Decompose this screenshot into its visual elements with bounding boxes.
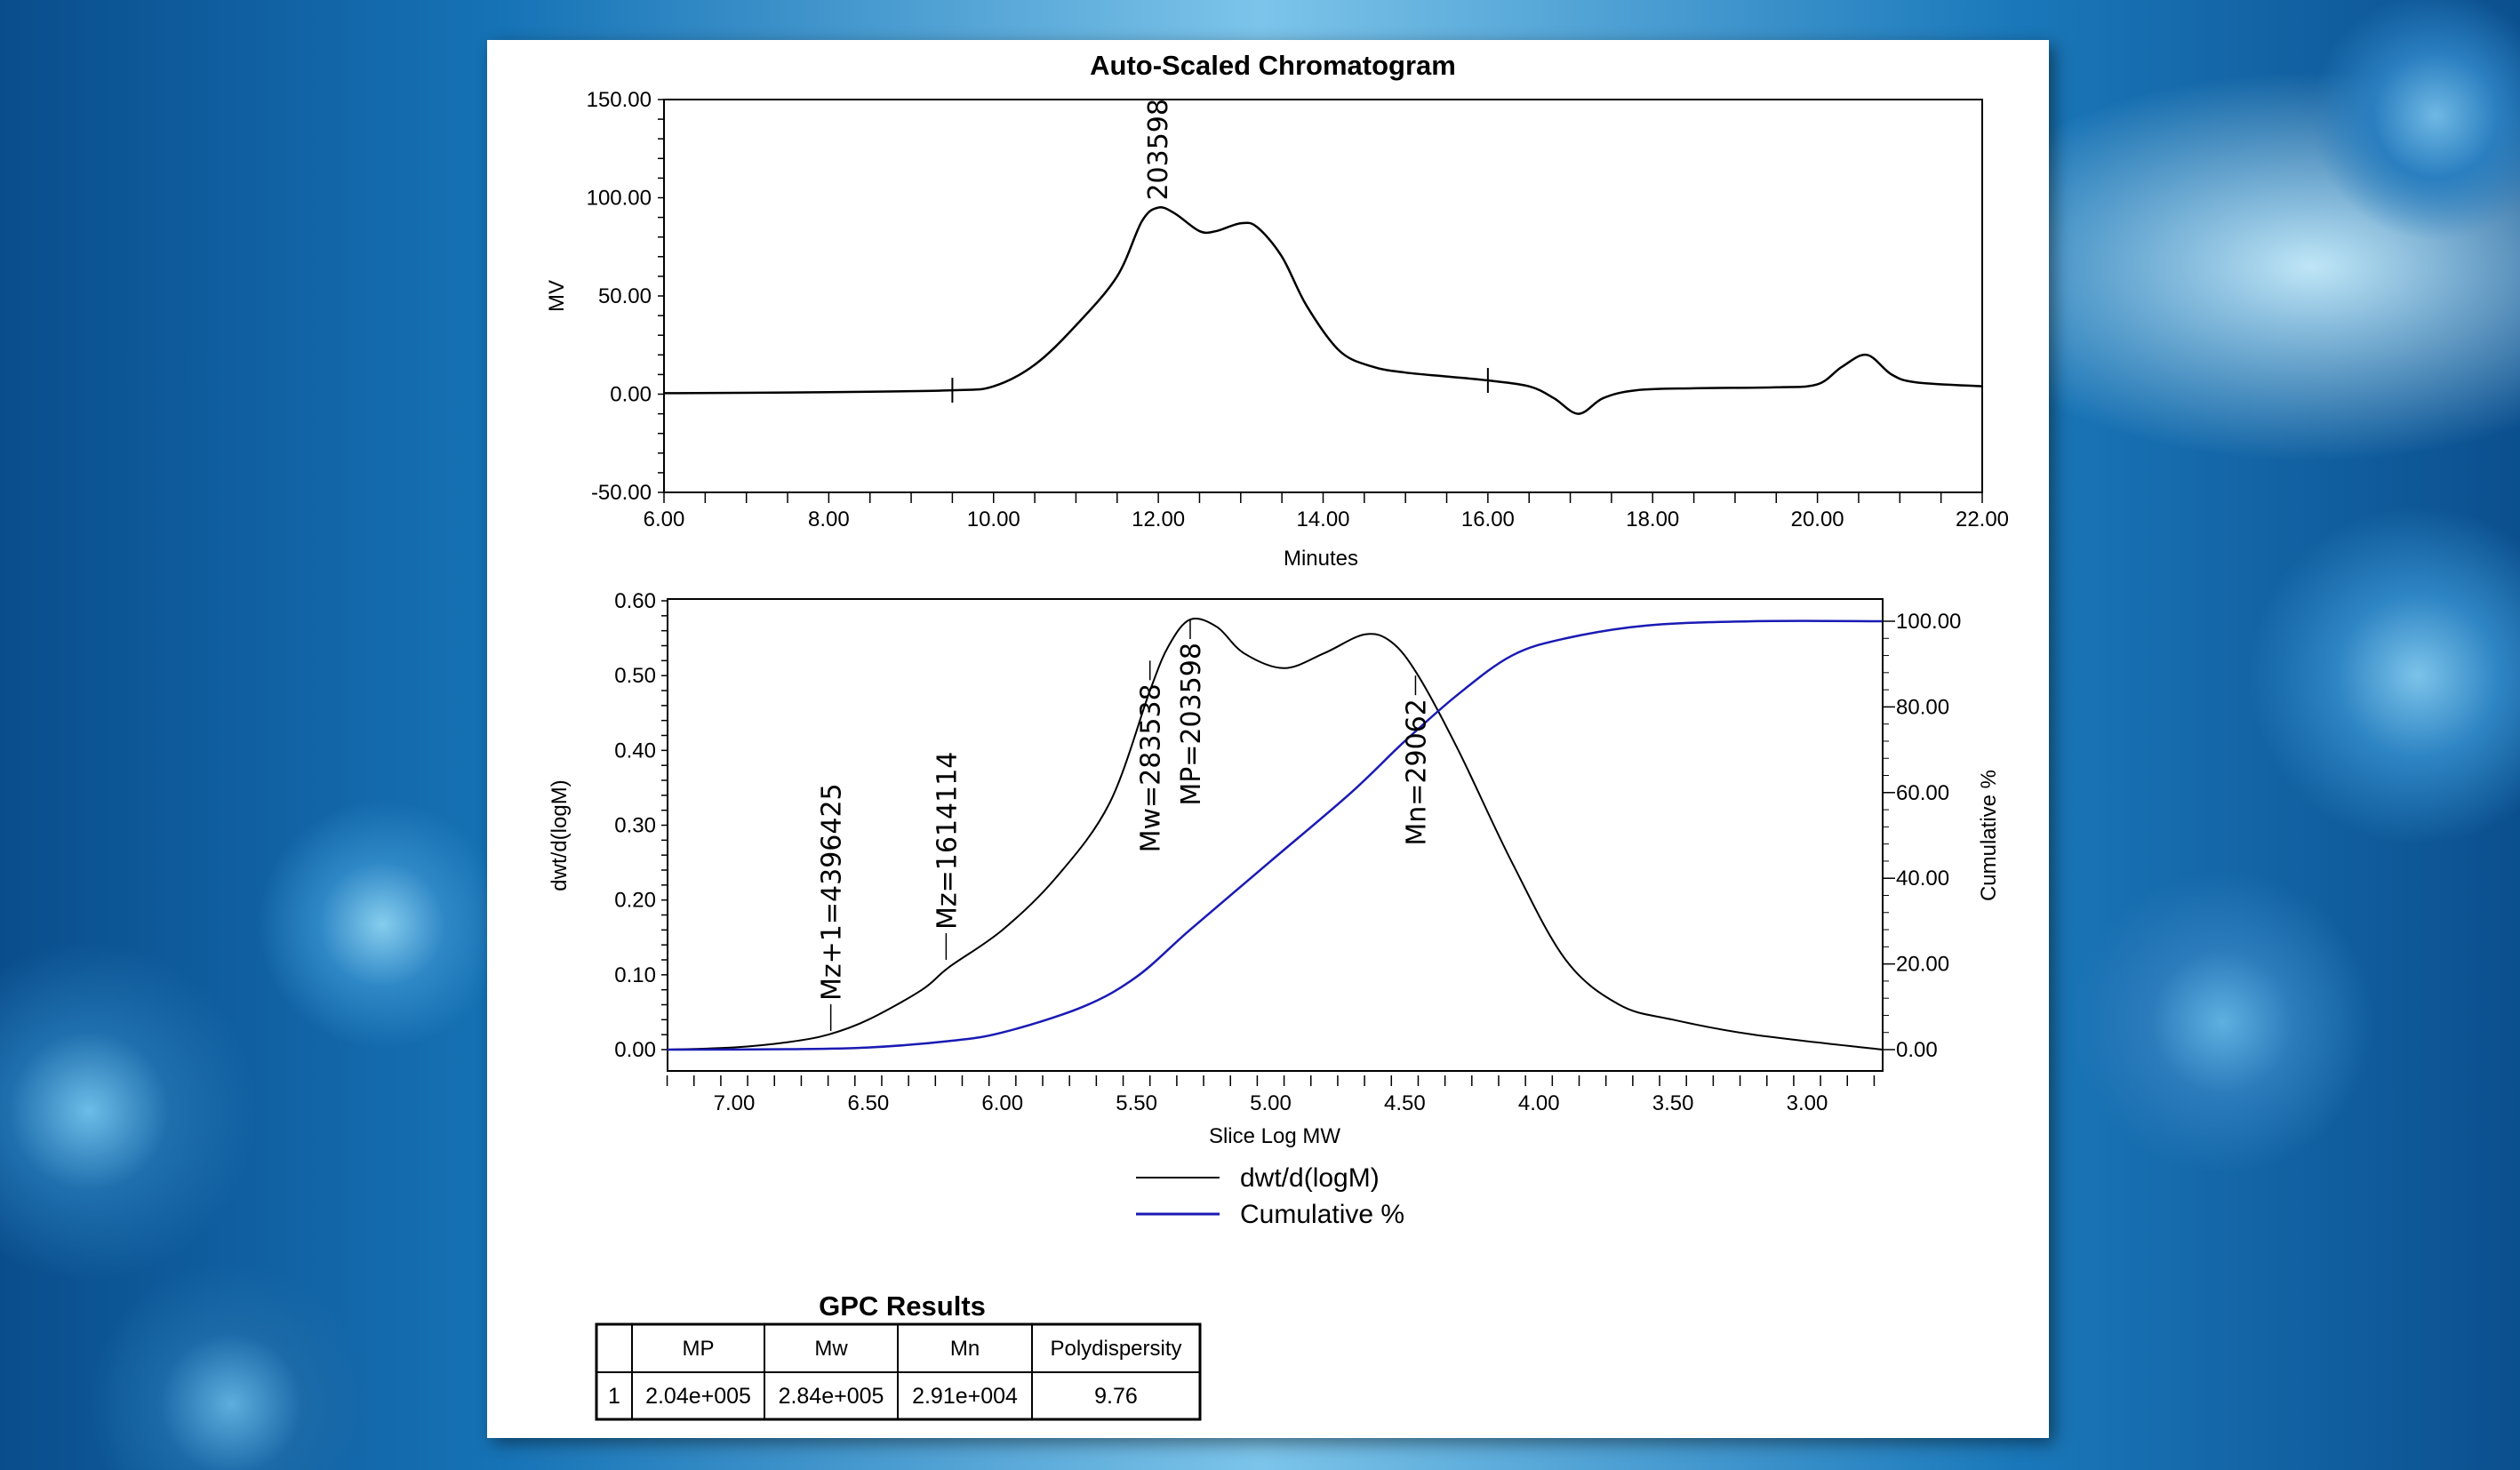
distribution-plot-frame [667,598,1884,1072]
x-tick-label: 3.50 [1652,1091,1694,1115]
x-tick-label: 3.00 [1787,1091,1828,1115]
y2-tick-label: 0.00 [1896,1038,1938,1062]
y-tick-label: 0.00 [614,1038,656,1062]
x-tick-label: 20.00 [1791,507,1844,531]
y2-tick-label: 100.00 [1896,610,1961,634]
y-tick-label: 150.00 [587,88,652,112]
y2-axis-label: Cumulative % [1977,770,2001,901]
x-tick-label: 6.00 [644,507,685,531]
table-cell: 2.84e+005 [779,1384,884,1409]
x-tick-label: 4.50 [1384,1091,1426,1115]
dwt-dlogm-line [667,617,1883,1051]
mw-annotation: Mn=29062 [1401,699,1432,845]
y-tick-label: 50.00 [598,284,652,308]
x-tick-label: 22.00 [1956,507,2009,531]
legend-label-cumulative: Cumulative % [1240,1200,1404,1229]
y-axis-label-2: dwt/d(logM) [548,779,572,891]
x-tick-label: 8.00 [808,507,850,531]
y-axis-label: MV [545,280,569,312]
legend-label-dwt: dwt/d(logM) [1240,1163,1380,1193]
table-cell: 2.91e+004 [912,1384,1018,1409]
y-tick-label: 0.40 [614,739,656,763]
mw-annotation: Mz+1=4396425 [817,783,848,1001]
y-tick-label: 0.60 [614,589,656,613]
y-tick-label: -50.00 [591,481,652,505]
table-title: GPC Results [819,1290,986,1322]
table-cell: 9.76 [1094,1384,1138,1409]
chromatogram-plot-frame [663,99,1983,493]
table-header: Mw [814,1337,848,1361]
x-tick-label: 4.00 [1518,1091,1560,1115]
mw-annotation: Mz=1614114 [932,752,963,930]
y2-tick-label: 40.00 [1896,867,1949,891]
x-tick-label: 7.00 [714,1091,756,1115]
y2-tick-label: 80.00 [1896,695,1949,719]
table-header: Mn [950,1337,980,1361]
x-tick-label: 18.00 [1626,507,1679,531]
y-tick-label: 0.00 [610,383,652,407]
x-tick-label: 5.50 [1116,1091,1157,1115]
x-axis-label: Minutes [1284,547,1358,571]
y-tick-label: 0.10 [614,963,656,987]
chromatogram-line [663,205,1983,415]
y-tick-label: 0.20 [614,889,656,913]
x-tick-label: 5.00 [1250,1091,1292,1115]
chart-title: Auto-Scaled Chromatogram [1090,50,1456,81]
x-tick-label: 14.00 [1296,507,1349,531]
x-tick-label: 6.50 [848,1091,890,1115]
table-cell: 1 [608,1384,620,1409]
mw-annotation: Mw=283538 [1136,683,1167,852]
x-tick-label: 16.00 [1461,507,1515,531]
y-tick-label: 0.30 [614,814,656,838]
y-tick-label: 100.00 [587,187,652,211]
peak-label: 203598 [1143,99,1174,201]
cumulative-percent-line [667,619,1883,1051]
x-axis-label-2: Slice Log MW [1209,1124,1340,1148]
x-tick-label: 12.00 [1132,507,1185,531]
table-header: MP [683,1337,715,1361]
report-page [487,40,2049,1438]
x-tick-label: 6.00 [981,1091,1023,1115]
gpc-results-table: MP Mw Mn Polydispersity 1 2.04e+005 2.84e+005 2… [595,1322,1202,1421]
y-tick-label: 0.50 [614,664,656,688]
x-tick-label: 10.00 [967,507,1020,531]
y2-tick-label: 20.00 [1896,953,1949,977]
mw-annotation: MP=203598 [1176,643,1207,806]
table-header: Polydispersity [1050,1337,1181,1361]
table-cell: 2.04e+005 [645,1384,751,1409]
y2-tick-label: 60.00 [1896,781,1949,805]
